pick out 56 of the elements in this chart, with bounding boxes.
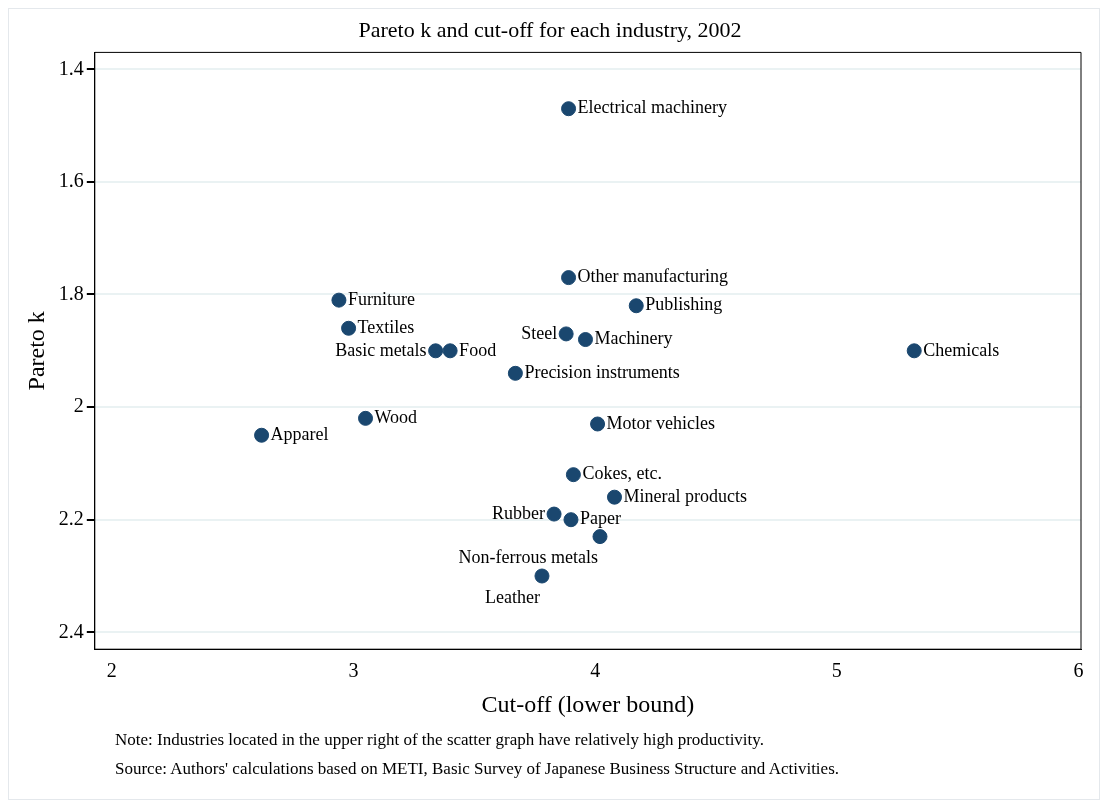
point bbox=[442, 343, 458, 359]
point bbox=[534, 568, 550, 584]
annotation: Textiles bbox=[357, 317, 415, 338]
y-axis-title: Pareto k bbox=[22, 311, 49, 391]
point bbox=[563, 512, 579, 528]
annotation: Publishing bbox=[645, 294, 723, 315]
annotation: Precision instruments bbox=[524, 362, 680, 383]
y-tick-label: 1.4 bbox=[58, 56, 84, 79]
point bbox=[628, 298, 644, 314]
point bbox=[358, 410, 374, 426]
annotation: Machinery bbox=[594, 328, 673, 349]
y-tick-label: 1.8 bbox=[58, 281, 84, 304]
point bbox=[906, 343, 922, 359]
y-tick-label: 1.6 bbox=[58, 169, 84, 192]
point bbox=[577, 332, 593, 348]
point bbox=[606, 489, 622, 505]
point bbox=[565, 467, 581, 483]
x-tick-label: 3 bbox=[348, 659, 359, 682]
x-tick-label: 6 bbox=[1073, 659, 1084, 682]
text: Note: Industries located in the upper right of the scatter graph have relatively high productivity. bbox=[115, 729, 765, 751]
annotation: Motor vehicles bbox=[606, 412, 716, 433]
annotation: Leather bbox=[485, 586, 540, 607]
annotation: Steel bbox=[521, 322, 558, 343]
source-note: Source: Authors' calculations based on METI, Basic Survey of Japanese Business Structure and Activities. bbox=[115, 758, 840, 780]
x-tick-label: 5 bbox=[831, 659, 842, 682]
annotation: Basic metals bbox=[335, 339, 427, 360]
annotation: Food bbox=[459, 339, 497, 360]
annotation: Other manufacturing bbox=[577, 266, 729, 287]
point bbox=[331, 292, 347, 308]
annotation: Chemicals bbox=[923, 339, 1000, 360]
annotation: Non-ferrous metals bbox=[458, 547, 598, 568]
chart-title: Pareto k and cut-off for each industry, 2002 bbox=[358, 16, 742, 42]
annotation: Rubber bbox=[492, 502, 546, 523]
point bbox=[592, 529, 608, 545]
point bbox=[341, 320, 357, 336]
y-tick-label: 2.2 bbox=[58, 506, 84, 529]
x-tick-label: 4 bbox=[590, 659, 601, 682]
annotation: Mineral products bbox=[623, 485, 747, 506]
point bbox=[507, 365, 523, 381]
point bbox=[561, 101, 577, 117]
point bbox=[558, 326, 574, 342]
annotation: Cokes, etc. bbox=[582, 463, 662, 484]
annotation: Paper bbox=[579, 508, 621, 529]
point bbox=[561, 270, 577, 286]
x-axis-title: Cut-off (lower bound) bbox=[481, 690, 695, 717]
annotation: Wood bbox=[374, 407, 418, 428]
y-tick-label: 2.4 bbox=[58, 619, 84, 642]
point bbox=[590, 416, 606, 432]
annotation: Furniture bbox=[347, 288, 415, 309]
annotation: Apparel bbox=[270, 423, 329, 444]
point bbox=[428, 343, 444, 359]
point bbox=[546, 506, 562, 522]
annotation: Electrical machinery bbox=[577, 97, 727, 118]
y-tick-label: 2 bbox=[73, 394, 84, 417]
x-tick-label: 2 bbox=[106, 659, 117, 682]
point bbox=[254, 427, 270, 443]
